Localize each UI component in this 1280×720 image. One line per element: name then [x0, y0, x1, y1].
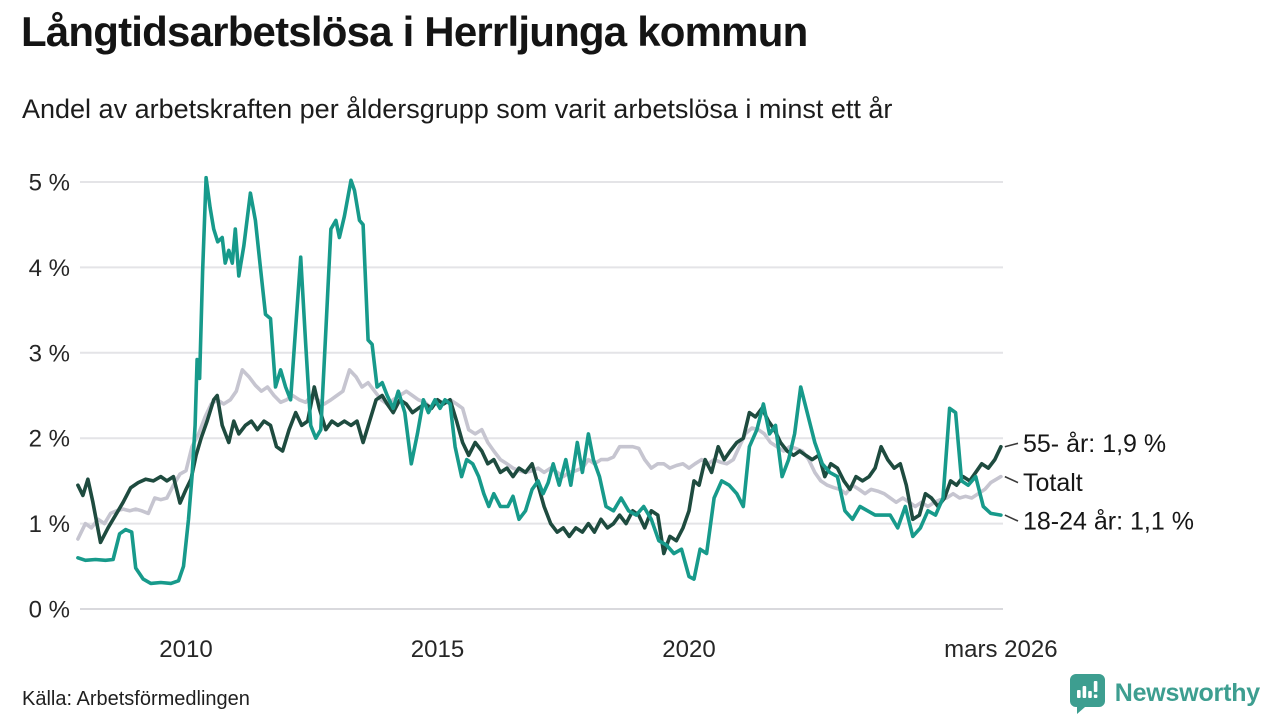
y-tick-label: 0 % — [29, 597, 70, 624]
x-tick-label: mars 2026 — [944, 636, 1057, 663]
page-title: Långtidsarbetslösa i Herrljunga kommun — [21, 8, 808, 55]
series-lines — [76, 175, 1003, 586]
y-tick-label: 5 % — [29, 170, 70, 197]
end-label-connector-totalt — [1004, 475, 1019, 484]
end-label-connector-18-24-ar — [1004, 514, 1019, 522]
series-line-18-24-ar — [76, 175, 1003, 586]
y-tick-label: 4 % — [29, 255, 70, 282]
newsworthy-logo[interactable]: Newsworthy — [1069, 673, 1260, 714]
x-axis-labels: 2010 2015 2020 mars 2026 — [159, 636, 1057, 663]
x-tick-label: 2010 — [159, 636, 212, 663]
series-end-labels: Totalt 55- år: 1,9 % 18-24 år: 1,1 % — [1004, 430, 1194, 536]
newsworthy-icon — [1069, 674, 1105, 714]
x-tick-label: 2015 — [411, 636, 464, 663]
source-note: Källa: Arbetsförmedlingen — [22, 688, 250, 710]
x-tick-label: 2020 — [662, 636, 715, 663]
y-tick-label: 1 % — [29, 511, 70, 538]
end-label-18-24-ar: 18-24 år: 1,1 % — [1023, 508, 1194, 536]
end-label-connector-55-ar — [1004, 442, 1019, 448]
y-tick-label: 3 % — [29, 340, 70, 367]
end-label-55-ar: 55- år: 1,9 % — [1023, 430, 1166, 458]
series-line-totalt — [76, 368, 1003, 541]
gridlines — [80, 181, 1003, 610]
chart-subtitle: Andel av arbetskraften per åldersgrupp s… — [22, 94, 893, 124]
brand-name: Newsworthy — [1114, 679, 1260, 707]
end-label-totalt: Totalt — [1023, 469, 1083, 497]
y-axis-labels: 0 % 1 % 2 % 3 % 4 % 5 % — [29, 170, 70, 624]
y-tick-label: 2 % — [29, 426, 70, 453]
